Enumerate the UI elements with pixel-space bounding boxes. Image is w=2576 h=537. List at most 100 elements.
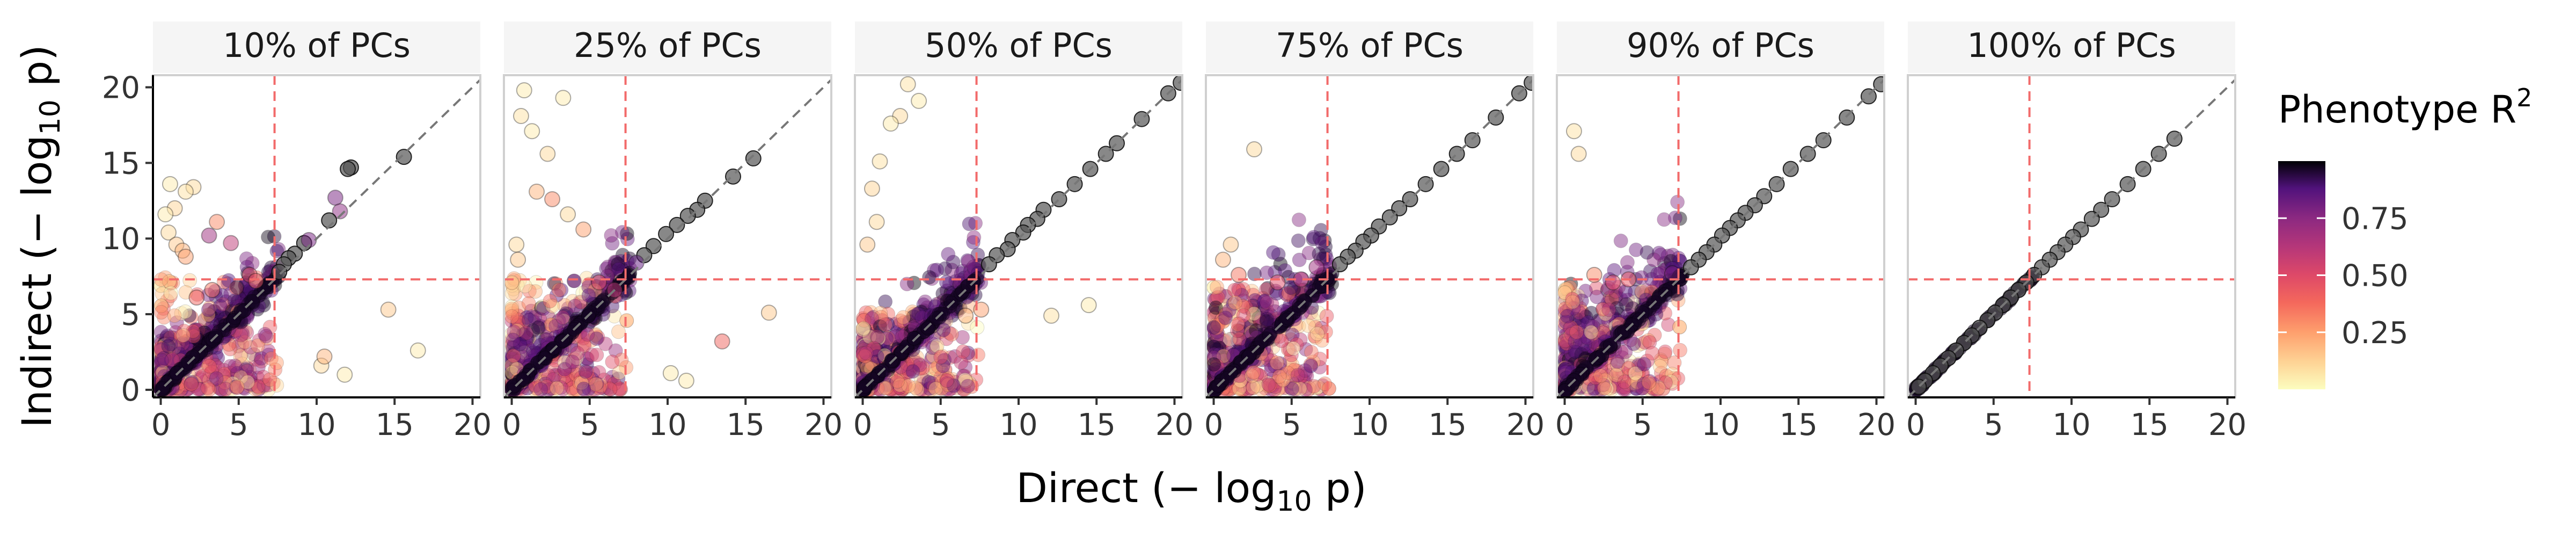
data-point	[186, 329, 201, 344]
data-point	[159, 330, 174, 345]
data-point	[519, 330, 534, 345]
data-point	[1269, 355, 1284, 371]
data-point	[1232, 332, 1247, 347]
data-point	[857, 357, 872, 372]
data-point	[857, 342, 872, 357]
data-point	[1557, 301, 1572, 316]
data-point	[911, 356, 926, 371]
data-point	[1218, 351, 1233, 366]
data-point	[866, 309, 881, 324]
data-point	[230, 360, 245, 375]
data-point	[1609, 301, 1624, 316]
data-point	[599, 261, 614, 276]
data-point	[957, 368, 972, 383]
data-point	[881, 330, 896, 345]
data-point	[855, 311, 870, 326]
data-point	[1258, 381, 1273, 396]
x-tick-label: 20	[804, 408, 843, 442]
data-point	[1559, 339, 1574, 354]
x-tick-label: 10	[648, 408, 686, 442]
data-point	[878, 317, 893, 332]
data-point	[175, 328, 191, 343]
data-point	[509, 341, 524, 356]
data-point	[209, 214, 225, 230]
data-point	[252, 333, 267, 348]
data-point	[1646, 252, 1662, 267]
data-point	[1255, 291, 1270, 306]
facet-strip	[855, 21, 1182, 73]
data-point	[1569, 295, 1584, 310]
data-point	[511, 354, 526, 369]
data-point	[563, 372, 578, 387]
data-point	[1314, 333, 1329, 348]
data-point	[1273, 362, 1288, 377]
data-point	[888, 381, 903, 396]
data-point	[939, 373, 954, 388]
data-point	[507, 324, 522, 339]
data-point	[593, 378, 608, 393]
data-point	[1293, 369, 1308, 384]
data-point	[1598, 376, 1613, 391]
data-point	[396, 149, 412, 165]
data-point	[1596, 378, 1611, 393]
data-point	[517, 279, 532, 294]
data-point	[158, 353, 173, 368]
data-point	[1567, 328, 1582, 343]
data-point	[856, 352, 871, 367]
data-point	[592, 381, 607, 396]
color-legend: Phenotype R2 0.25 0.50 0.75	[2278, 83, 2532, 389]
data-point	[1560, 309, 1575, 324]
data-point	[230, 380, 245, 395]
data-point	[1215, 311, 1230, 326]
data-point	[1562, 321, 1577, 336]
data-point	[239, 251, 254, 266]
data-point	[938, 261, 953, 276]
data-point	[1284, 374, 1299, 389]
outlier-points	[1565, 76, 1884, 291]
data-point	[1569, 324, 1584, 339]
point-cloud	[153, 229, 286, 397]
data-point	[883, 333, 898, 348]
data-point	[926, 349, 941, 364]
data-point	[869, 330, 884, 345]
data-point	[1266, 245, 1281, 260]
data-point	[1664, 265, 1680, 282]
data-point	[225, 376, 240, 391]
data-point	[181, 381, 196, 396]
data-point	[211, 381, 226, 396]
data-point	[856, 354, 871, 369]
x-tick-label: 15	[1078, 408, 1116, 442]
data-point	[560, 376, 575, 391]
data-point	[202, 367, 217, 382]
data-point	[1618, 380, 1633, 395]
data-point	[856, 362, 871, 378]
data-point	[867, 341, 882, 356]
data-point	[230, 366, 245, 381]
data-point	[961, 345, 976, 360]
data-point	[860, 347, 875, 362]
data-point	[574, 295, 589, 310]
data-point	[883, 381, 898, 396]
data-point	[510, 342, 525, 357]
data-point	[574, 371, 589, 386]
data-point	[187, 375, 202, 390]
data-point	[1232, 323, 1247, 338]
data-point	[1245, 284, 1260, 299]
data-point	[1272, 380, 1287, 395]
data-point	[209, 371, 224, 386]
data-point	[1277, 380, 1292, 395]
data-point	[1298, 363, 1313, 378]
data-point	[1564, 354, 1579, 369]
x-tick-label: 5	[931, 408, 950, 442]
data-point	[178, 183, 194, 200]
facet-label: 25% of PCs	[574, 26, 762, 65]
data-point	[1284, 381, 1299, 396]
data-point	[1272, 356, 1287, 371]
data-point	[875, 337, 890, 352]
data-point	[163, 288, 178, 303]
data-point	[870, 329, 885, 344]
data-point	[1219, 344, 1234, 359]
data-point	[247, 273, 264, 289]
data-point	[869, 342, 884, 357]
data-point	[519, 310, 534, 325]
